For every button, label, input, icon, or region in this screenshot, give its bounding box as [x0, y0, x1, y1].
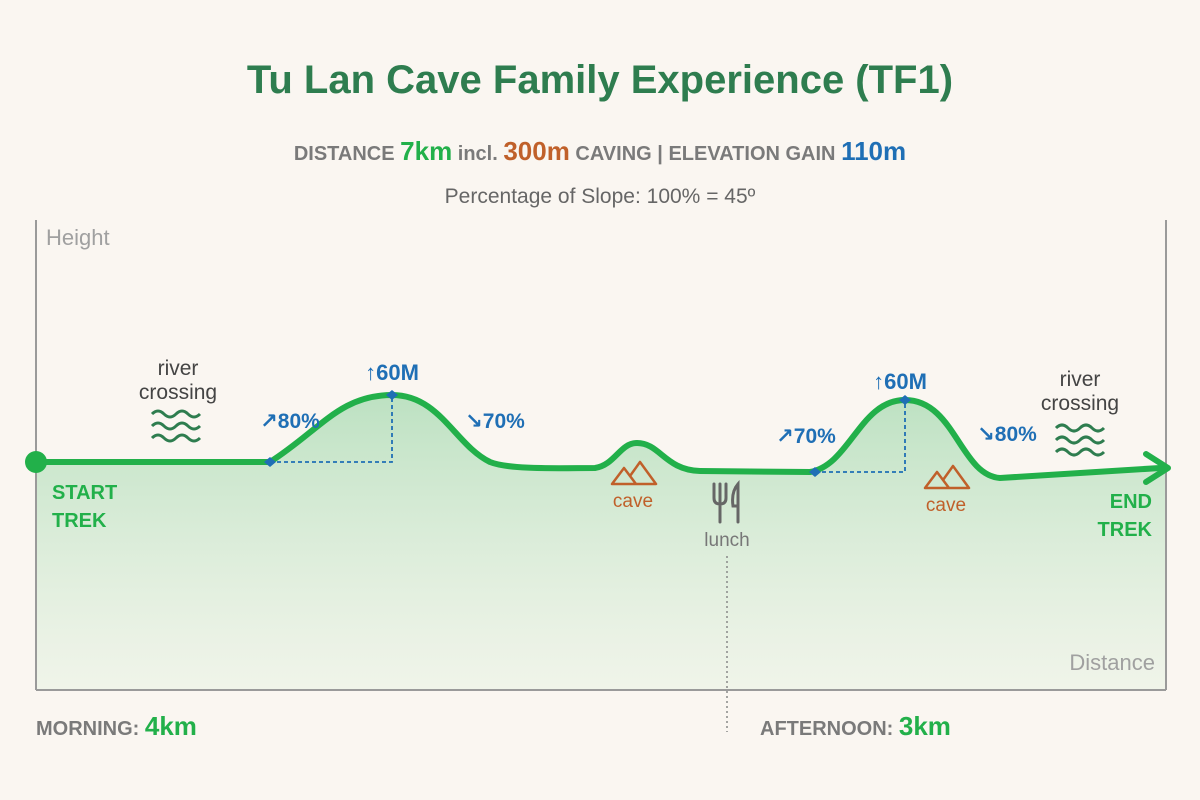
cave-icon — [610, 460, 658, 486]
river-label: river — [1060, 368, 1101, 391]
cave-label: cave — [926, 495, 966, 516]
wave-icon — [1054, 423, 1106, 457]
start-label: START — [52, 482, 117, 504]
slope-label: ↗80% — [260, 410, 320, 433]
morning-value: 4km — [145, 711, 197, 741]
slope-note: Percentage of Slope: 100% = 45º — [445, 185, 756, 208]
start-dot — [25, 451, 47, 473]
marker — [899, 395, 911, 405]
stat-text: incl. — [458, 143, 498, 165]
stat-text: CAVING — [575, 143, 651, 165]
slope-label: ↘80% — [977, 423, 1037, 446]
stats: DISTANCE 7km incl. 300m CAVING | ELEVATI… — [294, 136, 906, 166]
river-label: crossing — [139, 381, 217, 404]
peak-label: ↑60M — [873, 369, 927, 394]
climb-guides — [270, 395, 906, 473]
title: Tu Lan Cave Family Experience (TF1) — [247, 58, 953, 102]
afternoon-label: AFTERNOON: — [760, 718, 893, 740]
river-label: crossing — [1041, 392, 1119, 415]
lunch-icon — [712, 480, 740, 524]
stat-text: ELEVATION GAIN — [668, 143, 835, 165]
trek-arrow — [1143, 451, 1171, 485]
lunch-label: lunch — [704, 530, 749, 551]
afternoon-value: 3km — [899, 711, 951, 741]
afternoon: AFTERNOON: 3km — [760, 711, 951, 741]
wave-icon — [150, 409, 202, 443]
climb-guide — [270, 395, 393, 463]
climb-guide — [815, 400, 906, 473]
marker — [386, 390, 398, 400]
markers — [264, 390, 911, 477]
marker — [809, 467, 821, 477]
slope-label: ↗70% — [776, 425, 836, 448]
stat-value: 110m — [841, 136, 906, 166]
separator: | — [657, 143, 663, 165]
stat-value: 7km — [400, 136, 452, 166]
cave-icon — [923, 464, 971, 490]
stat-value: 300m — [503, 136, 570, 166]
morning-label: MORNING: — [36, 718, 139, 740]
stat-text: DISTANCE — [294, 143, 395, 165]
slope-label: ↘70% — [465, 410, 525, 433]
marker — [264, 457, 276, 467]
start-label: TREK — [52, 510, 107, 532]
profile-area — [36, 395, 1166, 690]
river-label: river — [158, 357, 199, 380]
morning: MORNING: 4km — [36, 711, 197, 741]
x-axis-label: Distance — [1069, 650, 1155, 675]
end-label: TREK — [1098, 519, 1153, 541]
end-label: END — [1110, 491, 1152, 513]
cave-label: cave — [613, 491, 653, 512]
peak-label: ↑60M — [365, 360, 419, 385]
y-axis-label: Height — [46, 225, 110, 250]
